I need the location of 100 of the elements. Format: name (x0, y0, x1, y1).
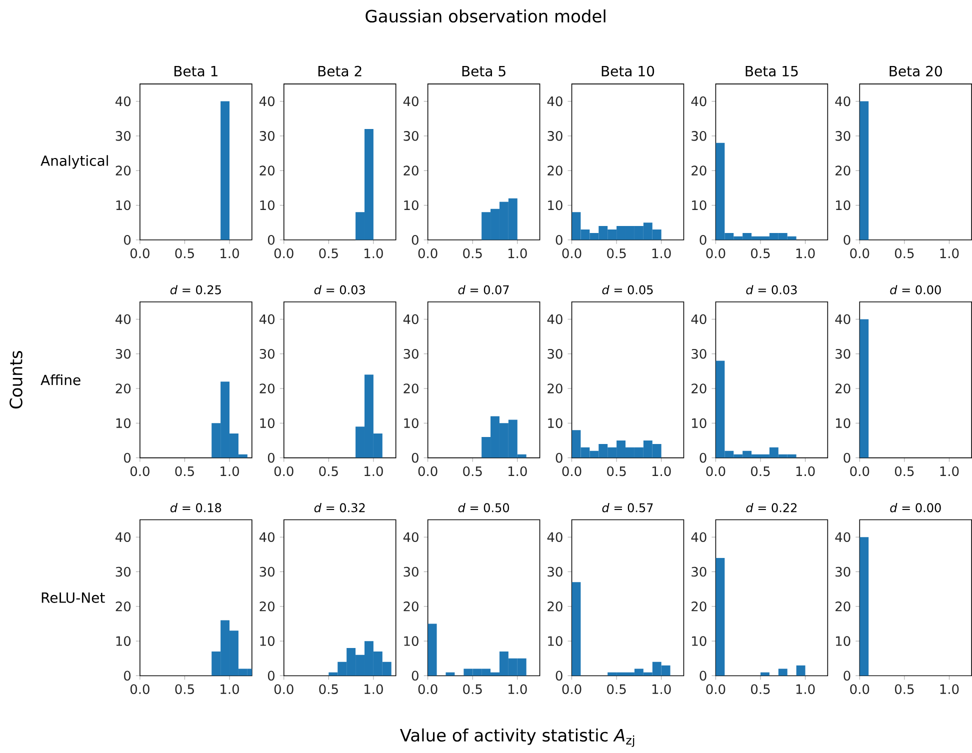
y-tick-label: 30 (116, 131, 131, 142)
chart-title: Beta 10 (602, 66, 654, 77)
y-tick-label: 20 (692, 602, 706, 612)
y-tick-label: 20 (260, 602, 274, 612)
x-tick-label: 1.0 (652, 466, 671, 476)
x-tick-label: 0.0 (562, 684, 582, 694)
y-tick-label: 0 (700, 453, 706, 463)
x-tick-label: 1.0 (652, 248, 671, 258)
y-tick-label: 20 (548, 602, 562, 612)
y-tick-label: 0 (412, 453, 418, 463)
y-tick-label: 40 (691, 532, 706, 542)
x-tick-label: 0.5 (607, 248, 626, 258)
y-tick-label: 10 (260, 200, 274, 210)
y-tick-label: 40 (835, 314, 850, 324)
y-tick-label: 30 (404, 131, 418, 142)
y-tick-label: 10 (836, 200, 850, 210)
y-tick-label: 40 (403, 314, 418, 324)
y-tick-label: 0 (556, 453, 562, 463)
y-tick-label: 30 (260, 131, 274, 142)
y-tick-label: 40 (403, 532, 418, 542)
y-tick-label: 20 (404, 602, 418, 612)
x-tick-label: 0.5 (751, 684, 770, 694)
x-tick-label: 0.0 (706, 248, 726, 258)
y-tick-label: 20 (404, 166, 418, 176)
x-tick-label: 0.5 (751, 248, 770, 258)
x-tick-label: 0.0 (130, 248, 150, 258)
y-tick-label: 30 (692, 349, 706, 359)
chart-title: Beta 20 (890, 66, 942, 77)
x-tick-label: 0.5 (319, 466, 338, 476)
y-tick-label: 10 (836, 636, 850, 646)
x-tick-label: 1.0 (508, 248, 527, 258)
x-tick-label: 1.0 (364, 466, 383, 476)
x-tick-label: 1.0 (364, 684, 383, 694)
y-tick-label: 10 (692, 418, 706, 428)
y-tick-label: 30 (836, 131, 850, 142)
chart-title: d = 0.32 (314, 503, 365, 512)
y-tick-label: 0 (844, 670, 850, 681)
y-tick-label: 40 (116, 314, 131, 324)
y-tick-label: 0 (700, 670, 706, 681)
x-tick-label: 0.5 (751, 466, 770, 476)
y-tick-label: 10 (404, 636, 418, 646)
y-tick-label: 0 (268, 670, 274, 681)
y-tick-label: 40 (835, 532, 850, 542)
x-tick-label: 0.5 (894, 684, 914, 694)
chart-title: Beta 2 (318, 66, 362, 77)
y-tick-label: 40 (259, 96, 274, 106)
y-tick-label: 20 (116, 166, 131, 176)
y-tick-label: 20 (116, 602, 131, 612)
y-tick-label: 0 (556, 235, 562, 245)
x-tick-label: 1.0 (940, 684, 959, 694)
y-tick-label: 10 (116, 636, 131, 646)
x-tick-label: 0.5 (463, 684, 482, 694)
y-tick-label: 30 (548, 349, 562, 359)
y-tick-label: 30 (404, 349, 418, 359)
y-tick-label: 20 (404, 384, 418, 394)
y-axis-title: Analytical (40, 155, 108, 169)
y-tick-label: 0 (556, 670, 562, 681)
y-tick-label: 30 (692, 567, 706, 577)
y-tick-label: 20 (116, 384, 131, 394)
y-tick-label: 0 (124, 453, 131, 463)
y-tick-label: 10 (260, 636, 274, 646)
y-tick-label: 10 (692, 200, 706, 210)
x-tick-label: 1.0 (796, 684, 815, 694)
x-tick-label: 0.0 (706, 684, 726, 694)
y-tick-label: 10 (548, 418, 562, 428)
text: Gaussian observation model (366, 10, 606, 23)
y-tick-label: 30 (692, 131, 706, 142)
text: Value of activity statistic A$_{zj}$ (400, 728, 634, 748)
x-tick-label: 0.5 (463, 466, 482, 476)
x-tick-label: 1.0 (220, 684, 239, 694)
x-tick-label: 0.0 (562, 248, 582, 258)
x-tick-label: 0.0 (274, 466, 294, 476)
chart-title: Beta 1 (174, 66, 218, 77)
y-tick-label: 10 (116, 418, 131, 428)
x-tick-label: 1.0 (940, 466, 959, 476)
x-tick-label: 0.5 (175, 248, 194, 258)
x-tick-label: 1.0 (652, 684, 671, 694)
x-tick-label: 0.0 (850, 248, 870, 258)
x-tick-label: 0.0 (130, 466, 150, 476)
y-tick-label: 30 (548, 567, 562, 577)
y-tick-label: 40 (691, 96, 706, 106)
x-tick-label: 1.0 (508, 466, 527, 476)
x-tick-label: 1.0 (796, 466, 815, 476)
y-tick-label: 40 (403, 96, 418, 106)
y-tick-label: 0 (412, 235, 418, 245)
x-tick-label: 0.5 (319, 248, 338, 258)
x-tick-label: 0.5 (894, 466, 914, 476)
x-tick-label: 0.0 (706, 466, 726, 476)
y-tick-label: 30 (116, 567, 131, 577)
x-tick-label: 0.5 (607, 466, 626, 476)
y-tick-label: 10 (692, 636, 706, 646)
x-tick-label: 0.5 (607, 684, 626, 694)
y-tick-label: 20 (692, 384, 706, 394)
chart-title: d = 0.05 (602, 285, 653, 294)
y-tick-label: 40 (259, 314, 274, 324)
x-tick-label: 0.0 (274, 684, 294, 694)
y-tick-label: 30 (836, 567, 850, 577)
x-tick-label: 0.0 (850, 684, 870, 694)
chart-title: d = 0.22 (746, 503, 796, 512)
x-tick-label: 0.5 (175, 466, 194, 476)
